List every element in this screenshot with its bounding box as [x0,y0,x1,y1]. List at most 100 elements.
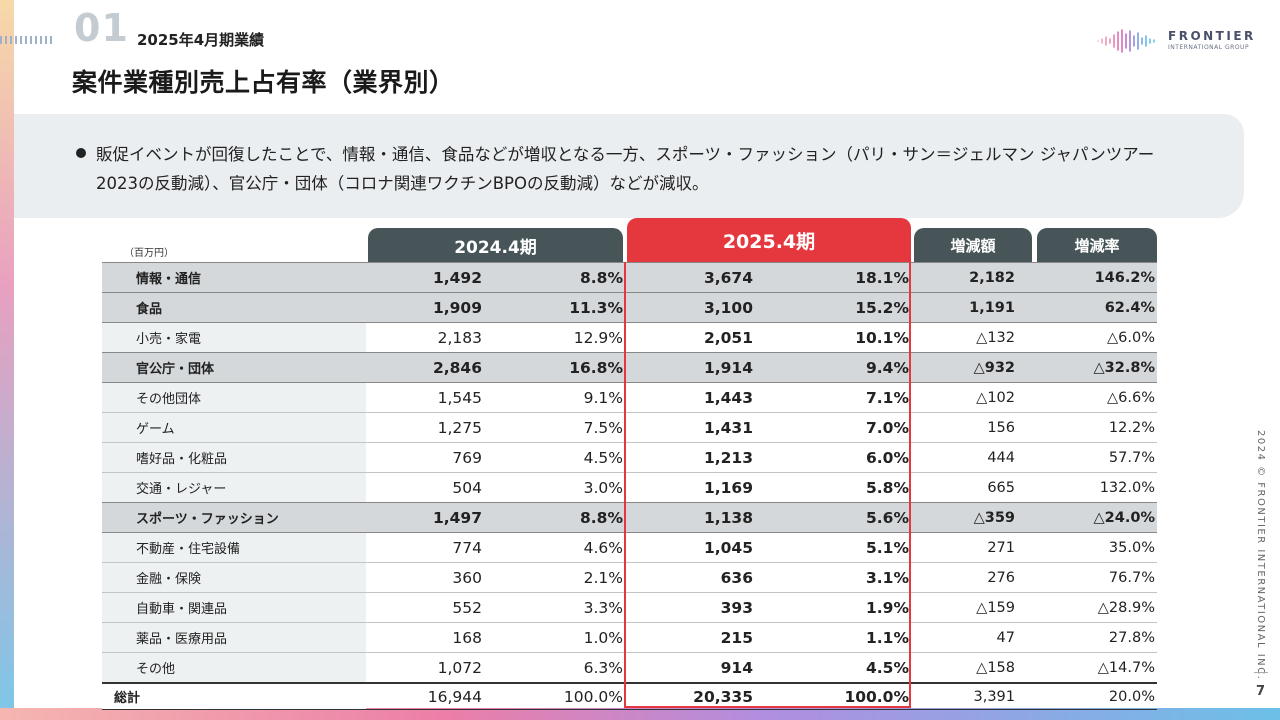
cell-p24: 3.3% [583,598,623,617]
row-label: その他団体 [102,383,366,412]
cell-v25: 2,051 [703,328,753,347]
header-fy2024: 2024.4期 [368,228,623,262]
bottom-gradient-bar [0,708,1280,720]
cell-diff: 47 [996,629,1015,646]
cell-p25: 5.8% [866,478,909,497]
cell-p24: 4.6% [583,538,623,557]
cell-v25: 1,138 [703,508,753,527]
summary-text: 販促イベントが回復したことで、情報・通信、食品などが増収となる一方、スポーツ・フ… [96,145,1155,193]
cell-diff: 3,391 [973,688,1015,705]
table-row: 官公庁・団体 2,846 16.8% 1,914 9.4% △932 △32.8% [102,352,1157,382]
company-logo: FRONTIER INTERNATIONAL GROUP [1096,26,1266,54]
cell-rate: △6.0% [1107,329,1155,346]
table-row: 情報・通信 1,492 8.8% 3,674 18.1% 2,182 146.2% [102,262,1157,292]
cell-p24: 8.8% [580,268,623,287]
cell-p25: 18.1% [855,268,909,287]
cell-diff: △359 [973,509,1015,526]
cell-v25: 20,335 [693,687,753,706]
cell-diff: 1,191 [969,299,1015,316]
cell-v25: 1,443 [703,388,753,407]
cell-p25: 9.4% [866,358,909,377]
cell-p24: 7.5% [583,418,623,437]
table-row: 自動車・関連品 552 3.3% 393 1.9% △159 △28.9% [102,592,1157,622]
cell-v25: 3,674 [703,268,753,287]
cell-p25: 15.2% [855,298,909,317]
cell-rate: 57.7% [1108,449,1155,466]
cell-rate: 12.2% [1108,419,1155,436]
cell-v25: 1,045 [703,538,753,557]
row-label: 薬品・医療用品 [102,623,366,652]
table-row: その他団体 1,545 9.1% 1,443 7.1% △102 △6.6% [102,382,1157,412]
section-number: 01 [74,6,129,50]
cell-v24: 504 [452,478,482,497]
table-row: 不動産・住宅設備 774 4.6% 1,045 5.1% 271 35.0% [102,532,1157,562]
row-label: スポーツ・ファッション [102,503,366,532]
cell-rate: 76.7% [1108,569,1155,586]
header-change-amount: 増減額 [914,228,1032,262]
row-label: 小売・家電 [102,323,366,352]
cell-diff: 276 [987,569,1015,586]
cell-v25: 636 [720,568,753,587]
cell-p25: 7.1% [866,388,909,407]
cell-p24: 1.0% [583,628,623,647]
summary-panel [14,114,1244,218]
page-number-divider [1254,672,1268,673]
cell-rate: 35.0% [1108,539,1155,556]
cell-v24: 2,183 [437,328,482,347]
row-label: その他 [102,653,366,682]
cell-p24: 100.0% [563,687,623,706]
cell-rate: △24.0% [1093,509,1155,526]
table-row: スポーツ・ファッション 1,497 8.8% 1,138 5.6% △359 △24.0% [102,502,1157,532]
table-row: ゲーム 1,275 7.5% 1,431 7.0% 156 12.2% [102,412,1157,442]
cell-p25: 7.0% [866,418,909,437]
logo-wave-icon [1097,29,1155,53]
unit-label: （百万円） [124,248,174,259]
cell-p25: 5.6% [866,508,909,527]
tick-decoration [0,36,54,44]
logo-name: FRONTIER [1168,29,1256,43]
cell-p24: 9.1% [583,388,623,407]
cell-p24: 11.3% [569,298,623,317]
cell-v24: 552 [452,598,482,617]
cell-diff: 271 [987,539,1015,556]
cell-rate: 62.4% [1104,299,1155,316]
row-label: 嗜好品・化粧品 [102,443,366,472]
section-subtitle: 2025年4月期業績 [137,31,265,49]
cell-diff: 2,182 [969,269,1015,286]
row-label: ゲーム [102,413,366,442]
cell-v24: 1,072 [437,658,482,677]
left-gradient-bar [0,0,14,720]
row-label: 金融・保険 [102,563,366,592]
table-row: 食品 1,909 11.3% 3,100 15.2% 1,191 62.4% [102,292,1157,322]
logo-subname: INTERNATIONAL GROUP [1168,44,1250,51]
cell-p25: 5.1% [866,538,909,557]
header-fy2025: 2025.4期 [627,218,911,262]
cell-v24: 1,497 [432,508,482,527]
cell-p24: 4.5% [583,448,623,467]
cell-rate: 132.0% [1099,479,1155,496]
cell-v25: 3,100 [703,298,753,317]
cell-v25: 1,169 [703,478,753,497]
table-row: 交通・レジャー 504 3.0% 1,169 5.8% 665 132.0% [102,472,1157,502]
cell-p25: 10.1% [855,328,909,347]
cell-v24: 1,275 [437,418,482,437]
cell-rate: 20.0% [1108,688,1155,705]
cell-v25: 215 [720,628,753,647]
cell-rate: △14.7% [1097,659,1155,676]
cell-v24: 769 [452,448,482,467]
cell-diff: △102 [976,389,1015,406]
cell-rate: △28.9% [1097,599,1155,616]
table-row: 金融・保険 360 2.1% 636 3.1% 276 76.7% [102,562,1157,592]
copyright-text: 2024 © FRONTIER INTERNATIONAL INC. [1255,430,1266,681]
cell-v24: 1,545 [437,388,482,407]
cell-p25: 1.9% [866,598,909,617]
cell-diff: △132 [976,329,1015,346]
cell-v24: 16,944 [427,687,482,706]
cell-v25: 1,914 [703,358,753,377]
bullet-icon [76,148,86,158]
cell-v25: 1,431 [703,418,753,437]
table-row: 嗜好品・化粧品 769 4.5% 1,213 6.0% 444 57.7% [102,442,1157,472]
cell-p24: 12.9% [573,328,623,347]
cell-rate: △6.6% [1107,389,1155,406]
cell-rate: 146.2% [1094,269,1155,286]
